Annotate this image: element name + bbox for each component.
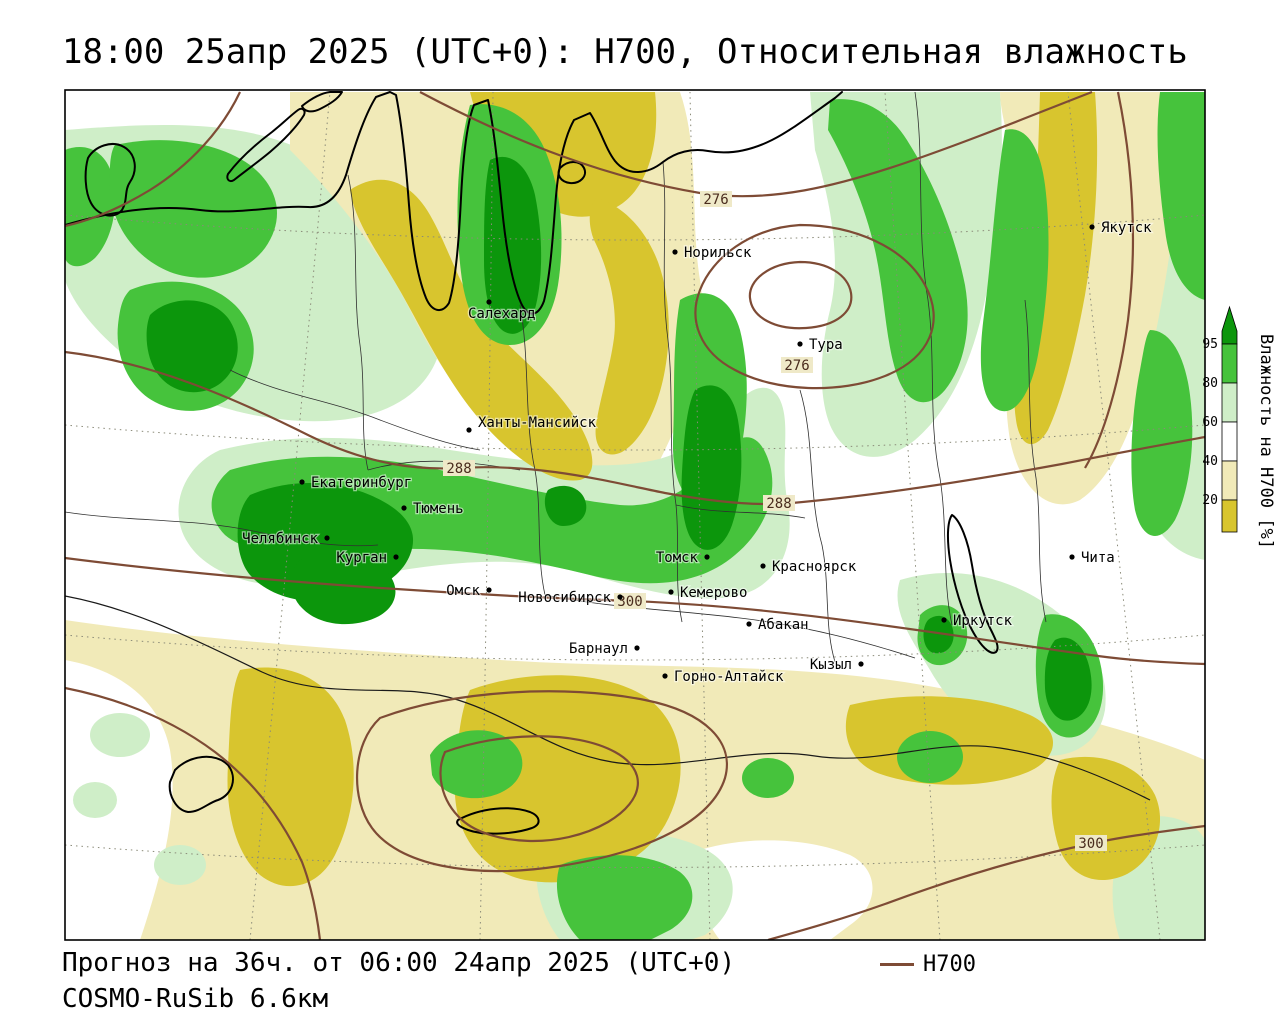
- city-label: Томск: [656, 550, 699, 566]
- city-label: Тура: [809, 337, 843, 353]
- colorbar-segment: [1221, 460, 1238, 501]
- colorbar: 95 80 60 40 20 Влажность на H700 [%]: [1202, 305, 1276, 549]
- city-label: Чита: [1081, 550, 1115, 566]
- city-label: Омск: [446, 583, 480, 599]
- humidity-region-green: [980, 129, 1049, 412]
- humidity-region-palegreen: [73, 782, 117, 818]
- humidity-region-green: [897, 731, 963, 783]
- colorbar-segment: [1221, 382, 1238, 423]
- colorbar-tick: 40: [1202, 454, 1218, 469]
- city-label: Якутск: [1101, 220, 1152, 236]
- city-label: Барнаул: [569, 641, 628, 657]
- city-label: Норильск: [684, 245, 752, 261]
- humidity-region-yellow: [454, 675, 681, 883]
- humidity-region-yellow: [350, 179, 593, 481]
- colorbar-tick: 20: [1202, 493, 1218, 508]
- contour-label: 300: [617, 594, 642, 610]
- legend: H700: [880, 952, 976, 977]
- colorbar-tick: 80: [1202, 376, 1218, 391]
- city-label: Челябинск: [242, 531, 318, 547]
- h700-contours: [65, 90, 1205, 940]
- lake-baikal: [946, 514, 999, 654]
- city-label: Курган: [336, 550, 387, 566]
- humidity-region-yellow: [227, 667, 354, 887]
- humidity-region-darkgreen: [291, 553, 396, 625]
- humidity-region-darkgreen: [484, 156, 542, 334]
- colorbar-title: Влажность на H700 [%]: [1256, 334, 1276, 549]
- contour-label: 300: [1078, 836, 1103, 852]
- region-borders: [65, 91, 1151, 801]
- humidity-region-white: [696, 840, 873, 940]
- colorbar-segment: [1221, 421, 1238, 462]
- humidity-region-darkgreen: [544, 485, 587, 526]
- humidity-region-green: [1131, 330, 1193, 537]
- humidity-region-green: [430, 730, 523, 799]
- city-label: Кызыл: [810, 657, 852, 673]
- colorbar-tick: 60: [1202, 415, 1218, 430]
- contour-label: 288: [446, 461, 471, 477]
- colorbar-arrow: [1221, 305, 1238, 345]
- coastline: [65, 91, 999, 835]
- graticule: [65, 91, 1205, 940]
- map-content: 276 276 288 288 300 300 Норильск Салехар…: [65, 90, 1205, 940]
- page-title: 18:00 25апр 2025 (UTC+0): H700, Относите…: [62, 32, 1188, 72]
- city-label: Тюмень: [413, 501, 464, 517]
- humidity-region-green: [556, 855, 693, 940]
- contour-label: 276: [703, 192, 728, 208]
- contour-label: 276: [784, 358, 809, 374]
- humidity-region-darkgreen: [923, 615, 954, 654]
- colorbar-tick: 95: [1202, 337, 1218, 352]
- contour-label: 288: [766, 496, 791, 512]
- humidity-region-green: [1157, 92, 1205, 300]
- city-label: Абакан: [758, 617, 809, 633]
- city-label: Горно-Алтайск: [674, 669, 784, 685]
- contour-labels: 276 276 288 288 300 300: [443, 191, 1107, 852]
- humidity-region-darkgreen: [146, 300, 238, 393]
- forecast-info: Прогноз на 36ч. от 06:00 24апр 2025 (UTC…: [62, 948, 736, 978]
- humidity-region-palegreen: [90, 713, 150, 757]
- city-label: Салехард: [468, 306, 535, 322]
- city-markers: Норильск Салехард Тура Якутск Ханты-Манс…: [241, 219, 1154, 687]
- humidity-region-palegreen: [154, 845, 206, 885]
- city-label: Новосибирск: [518, 590, 611, 606]
- city-label: Екатеринбург: [311, 475, 412, 491]
- model-info: COSMO-RuSib 6.6км: [62, 984, 329, 1014]
- humidity-region-yellow: [589, 198, 669, 455]
- city-label: Красноярск: [772, 559, 857, 575]
- city-label: Кемерово: [680, 585, 747, 601]
- humidity-region-green: [742, 758, 794, 798]
- h700-line-sample: [880, 963, 914, 966]
- legend-label: H700: [923, 952, 976, 977]
- city-label: Иркутск: [953, 613, 1013, 629]
- map-frame: [64, 89, 1206, 941]
- colorbar-segment: [1221, 343, 1238, 384]
- humidity-region-darkgreen: [1044, 637, 1092, 721]
- humidity-region-green: [65, 147, 116, 267]
- city-label: Ханты-Мансийск: [478, 415, 597, 431]
- colorbar-segment: [1221, 499, 1238, 533]
